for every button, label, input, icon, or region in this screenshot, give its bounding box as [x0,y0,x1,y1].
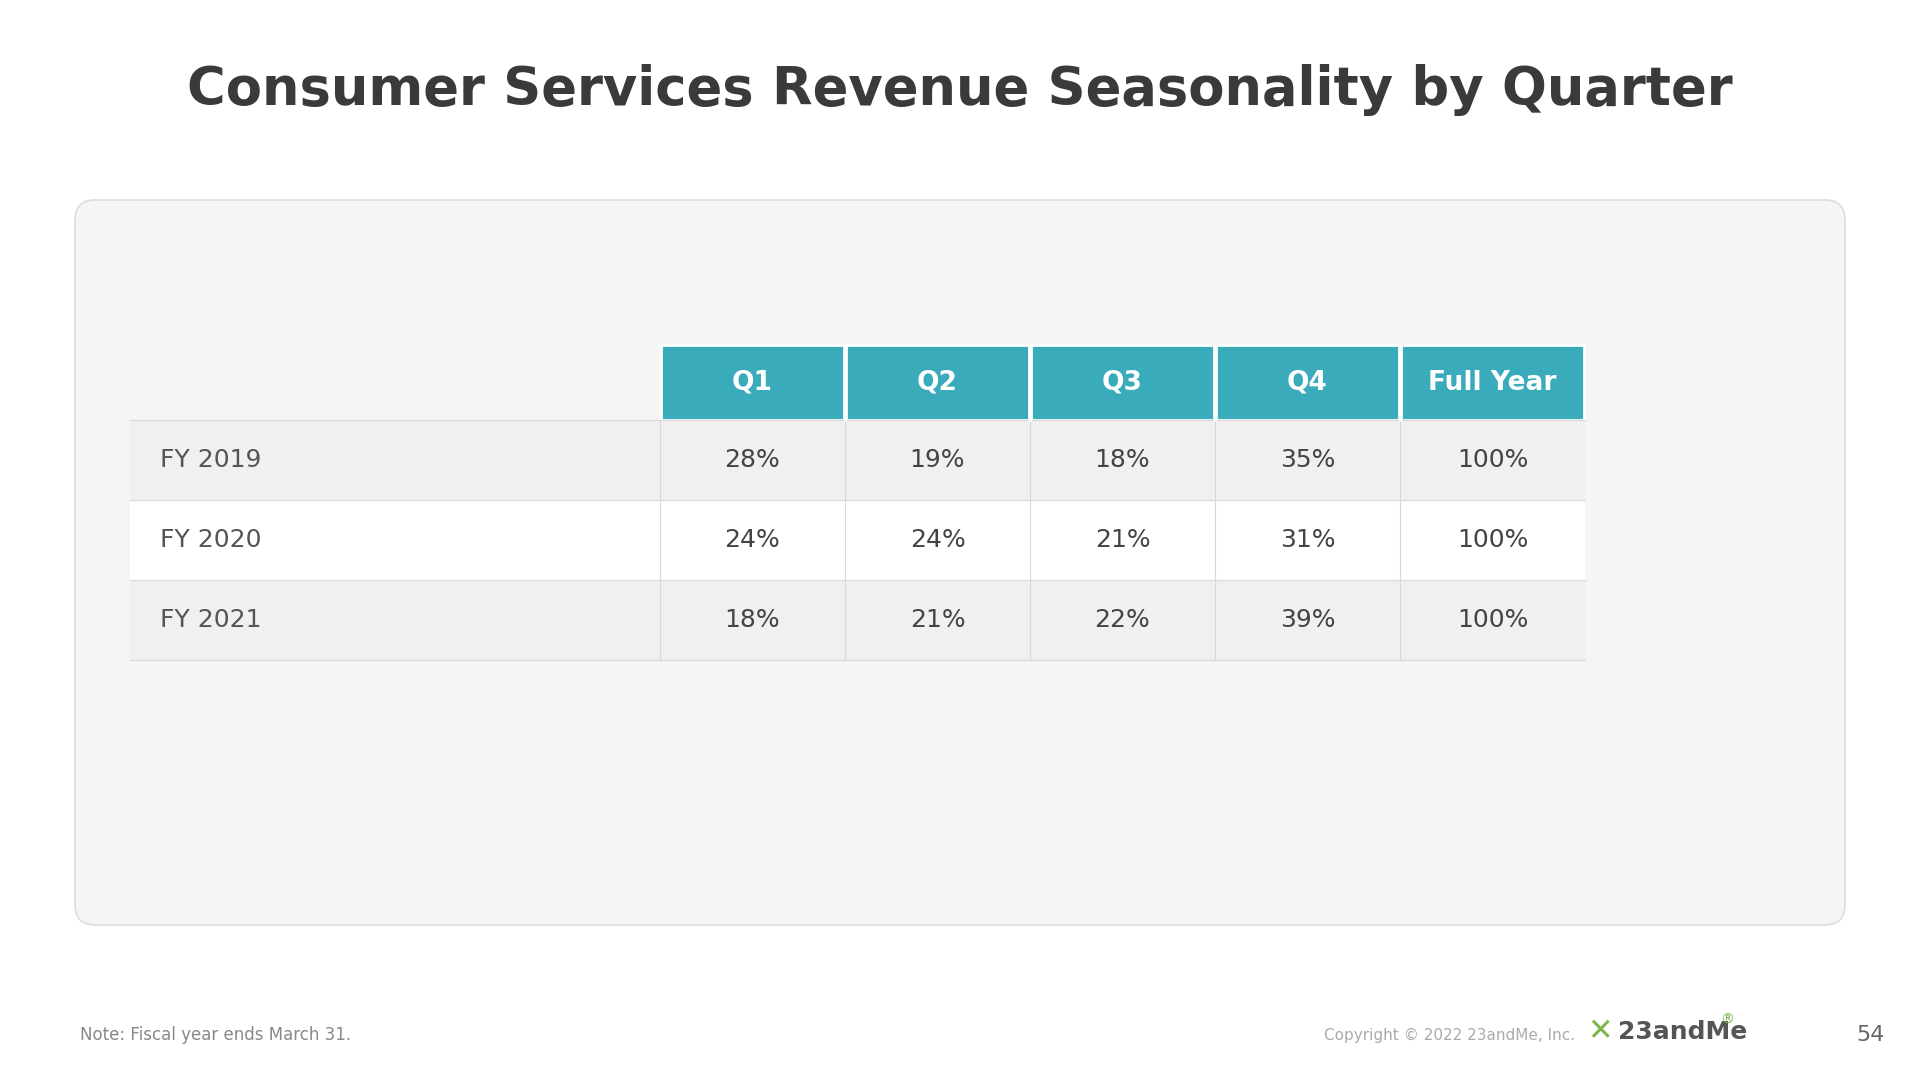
Text: 100%: 100% [1457,528,1528,552]
Bar [131,500,1586,580]
Text: FY 2021: FY 2021 [159,608,261,632]
Text: 24%: 24% [724,528,780,552]
Bar [131,420,1586,500]
Text: 18%: 18% [724,608,780,632]
Text: 24%: 24% [910,528,966,552]
Text: Q2: Q2 [918,369,958,395]
Text: 28%: 28% [724,448,780,472]
Text: Q1: Q1 [732,369,774,395]
Bar [1402,345,1584,420]
Text: Full Year: Full Year [1428,369,1557,395]
Text: Q4: Q4 [1286,369,1329,395]
Bar [131,580,1586,660]
Text: Consumer Services Revenue Seasonality by Quarter: Consumer Services Revenue Seasonality by… [186,64,1734,116]
Text: FY 2020: FY 2020 [159,528,261,552]
Bar [1031,345,1213,420]
Text: 21%: 21% [1094,528,1150,552]
Text: 35%: 35% [1281,448,1334,472]
Text: 100%: 100% [1457,608,1528,632]
Text: 31%: 31% [1281,528,1334,552]
Text: 21%: 21% [910,608,966,632]
Text: Q3: Q3 [1102,369,1142,395]
Text: ✕: ✕ [1588,1017,1613,1047]
Bar [847,345,1029,420]
Text: FY 2019: FY 2019 [159,448,261,472]
Text: ®: ® [1720,1013,1734,1027]
Bar [1215,345,1400,420]
FancyBboxPatch shape [75,200,1845,924]
Text: Note: Fiscal year ends March 31.: Note: Fiscal year ends March 31. [81,1026,351,1044]
Text: 100%: 100% [1457,448,1528,472]
Text: 19%: 19% [910,448,966,472]
Text: Copyright © 2022 23andMe, Inc.: Copyright © 2022 23andMe, Inc. [1325,1027,1576,1042]
Text: 18%: 18% [1094,448,1150,472]
Text: 23andMe: 23andMe [1619,1020,1747,1044]
Text: 39%: 39% [1281,608,1334,632]
Text: 54: 54 [1857,1025,1884,1045]
Text: 22%: 22% [1094,608,1150,632]
Bar [660,345,845,420]
